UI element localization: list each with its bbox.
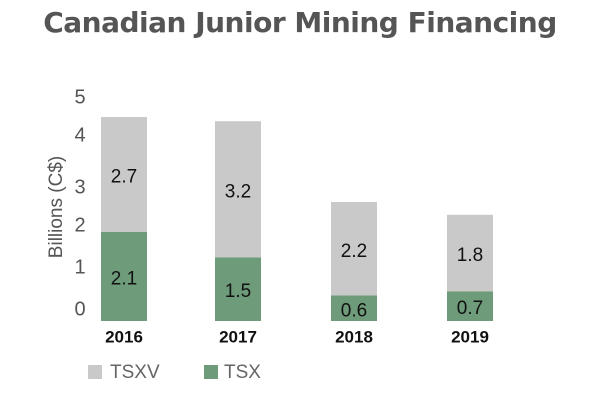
legend-label-tsxv: TSXV	[110, 362, 160, 383]
data-label-tsx-2019: 0.7	[457, 298, 483, 319]
y-tick-label: 2	[74, 214, 85, 236]
bar-tsxv-2017	[215, 121, 261, 258]
bar-tsxv-2019	[447, 214, 493, 292]
data-label-tsx-2017: 1.5	[225, 281, 251, 302]
legend-label-tsx: TSX	[224, 362, 261, 383]
bar-tsx-2016	[101, 231, 147, 321]
legend: TSXV TSX	[88, 362, 261, 383]
x-axis-labels: 2016 2017 2018 2019	[105, 327, 489, 346]
legend-swatch-tsx	[204, 365, 218, 379]
bars: 2.1 2.7 1.5 3.2 0.6 2.2 0.7 1.8	[101, 117, 493, 321]
bar-tsx-2018	[331, 295, 377, 321]
bar-tsx-2019	[447, 291, 493, 321]
data-label-tsxv-2018: 2.2	[341, 241, 367, 262]
data-label-tsx-2018: 0.6	[341, 300, 367, 321]
category-label-2017: 2017	[219, 327, 257, 346]
data-label-tsx-2016: 2.1	[111, 268, 137, 289]
bar-tsx-2017	[215, 257, 261, 321]
chart-title: Canadian Junior Mining Financing	[43, 6, 557, 39]
data-label-tsxv-2017: 3.2	[225, 181, 251, 202]
y-tick-label: 4	[74, 124, 85, 146]
data-label-tsxv-2019: 1.8	[457, 245, 483, 266]
y-tick-label: 0	[74, 298, 85, 320]
bar-tsxv-2016	[101, 117, 147, 232]
category-label-2018: 2018	[335, 327, 373, 346]
y-axis-ticks: 5 4 3 2 1 0	[74, 86, 85, 320]
category-label-2016: 2016	[105, 327, 143, 346]
y-tick-label: 5	[74, 86, 85, 108]
y-axis-title: Billions (C$)	[46, 156, 67, 258]
y-tick-label: 3	[74, 176, 85, 198]
bar-tsxv-2018	[331, 202, 377, 296]
data-label-tsxv-2016: 2.7	[111, 166, 137, 187]
legend-swatch-tsxv	[88, 365, 102, 379]
category-label-2019: 2019	[451, 327, 489, 346]
y-tick-label: 1	[74, 256, 85, 278]
